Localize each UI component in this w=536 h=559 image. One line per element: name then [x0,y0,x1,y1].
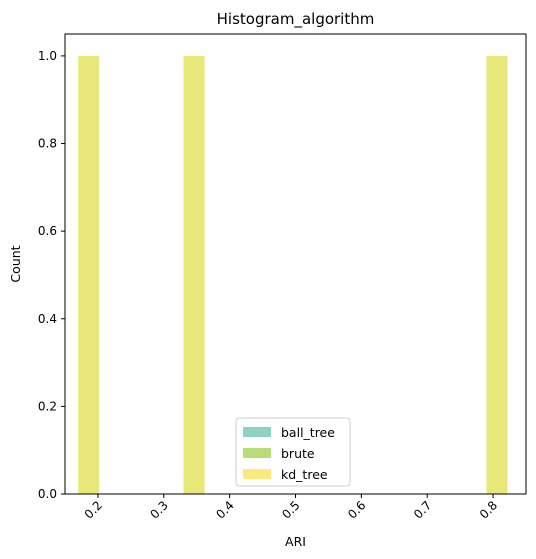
y-tick-label: 0.0 [38,487,57,501]
legend-swatch [243,469,271,479]
x-tick-label: 0.2 [82,498,105,521]
bars-group [78,55,508,495]
x-tick-label: 0.3 [148,498,171,521]
x-tick-label: 0.5 [279,498,302,521]
histogram-bar [78,55,100,495]
x-tick-label: 0.8 [477,498,500,521]
x-tick-label: 0.4 [213,498,236,521]
y-ticks: 0.0 0.2 0.4 0.6 0.8 1.0 [38,49,65,501]
x-ticks: 0.2 0.3 0.4 0.5 0.6 0.7 0.8 [82,494,500,522]
y-axis-label: Count [8,245,23,282]
y-tick-label: 0.2 [38,399,57,413]
legend-label: kd_tree [281,467,328,482]
legend-label: brute [281,446,315,461]
y-tick-label: 0.8 [38,137,57,151]
legend-swatch [243,427,271,437]
x-tick-label: 0.7 [411,498,434,521]
chart-title: Histogram_algorithm [217,10,375,29]
y-tick-label: 0.6 [38,224,57,238]
x-tick-label: 0.6 [345,498,368,521]
legend-swatch [243,448,271,458]
y-tick-label: 1.0 [38,49,57,63]
legend-label: ball_tree [281,425,335,440]
y-tick-label: 0.4 [38,312,57,326]
histogram-bar [486,55,508,495]
histogram-bar [183,55,205,495]
x-axis-label: ARI [285,534,306,549]
